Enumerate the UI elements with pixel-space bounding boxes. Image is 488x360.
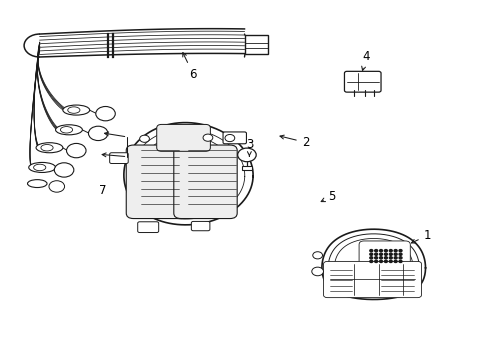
Polygon shape [321,229,425,300]
Circle shape [66,143,86,158]
FancyBboxPatch shape [344,71,380,92]
Circle shape [369,253,372,255]
FancyBboxPatch shape [191,221,209,231]
Circle shape [369,260,372,262]
FancyBboxPatch shape [126,145,187,219]
Polygon shape [123,123,253,225]
Ellipse shape [36,143,63,153]
Circle shape [388,260,391,262]
FancyBboxPatch shape [244,35,268,54]
FancyBboxPatch shape [157,125,210,151]
Circle shape [384,249,386,252]
FancyBboxPatch shape [241,166,252,170]
Circle shape [374,257,377,259]
Circle shape [393,249,396,252]
Circle shape [379,253,382,255]
FancyBboxPatch shape [173,145,237,219]
Circle shape [388,249,391,252]
Circle shape [379,249,382,252]
Circle shape [140,135,149,142]
Circle shape [374,260,377,262]
Circle shape [388,253,391,255]
Ellipse shape [56,125,82,135]
Circle shape [237,148,256,162]
Text: 7: 7 [99,184,106,197]
Circle shape [379,257,382,259]
Circle shape [379,260,382,262]
Circle shape [398,257,401,259]
Circle shape [88,126,108,140]
Circle shape [388,257,391,259]
Circle shape [393,260,396,262]
Circle shape [54,163,74,177]
Circle shape [224,134,234,141]
Circle shape [393,257,396,259]
FancyBboxPatch shape [223,132,246,144]
Text: 2: 2 [280,135,308,149]
FancyBboxPatch shape [323,261,421,298]
Circle shape [369,257,372,259]
Circle shape [203,134,212,141]
FancyBboxPatch shape [138,222,158,233]
Ellipse shape [41,144,53,151]
Circle shape [398,249,401,252]
Circle shape [374,249,377,252]
Circle shape [398,260,401,262]
Circle shape [311,267,323,276]
Ellipse shape [68,107,80,113]
FancyBboxPatch shape [109,153,128,163]
Circle shape [96,107,115,121]
Text: 4: 4 [361,50,369,71]
Circle shape [384,253,386,255]
Text: 5: 5 [321,190,335,203]
Ellipse shape [34,164,46,171]
Text: 3: 3 [245,138,253,156]
Circle shape [49,181,64,192]
Circle shape [384,260,386,262]
Circle shape [369,249,372,252]
Circle shape [393,253,396,255]
Circle shape [374,253,377,255]
Text: 6: 6 [183,53,197,81]
FancyBboxPatch shape [358,241,409,268]
Text: 1: 1 [410,229,430,243]
Ellipse shape [61,127,73,133]
Ellipse shape [27,180,47,188]
Circle shape [384,257,386,259]
Circle shape [312,252,322,259]
Ellipse shape [29,162,56,172]
Circle shape [398,253,401,255]
Ellipse shape [63,105,89,115]
